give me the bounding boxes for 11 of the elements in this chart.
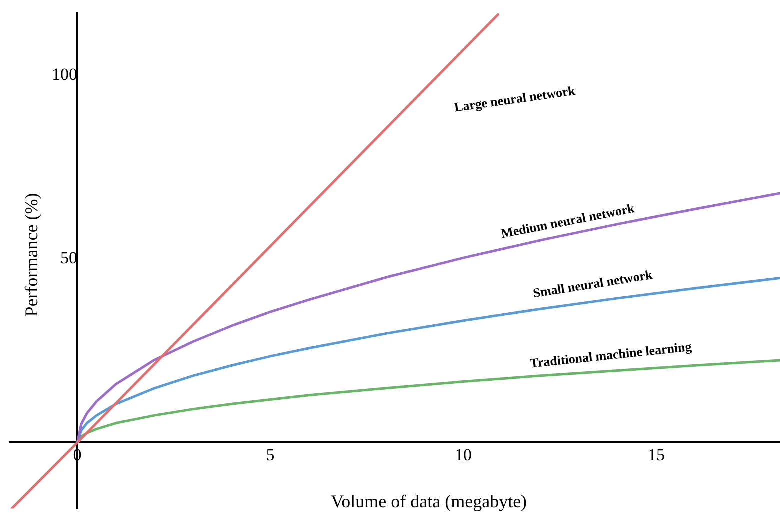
text: Medium neural network xyxy=(500,200,637,242)
text: Small neural network xyxy=(532,266,654,301)
y-tick-label: 100 xyxy=(52,65,78,84)
x-axis-title: Volume of data (megabyte) xyxy=(330,492,528,512)
x-tick-label: 15 xyxy=(648,445,665,464)
text: Large neural network xyxy=(453,82,578,115)
x-tick-label: 5 xyxy=(266,445,275,464)
text: Traditional machine learning xyxy=(529,338,693,371)
x-tick-label: 10 xyxy=(455,445,472,464)
y-axis-title: Performance (%) xyxy=(22,193,42,317)
y-tick-label: 50 xyxy=(60,248,78,268)
